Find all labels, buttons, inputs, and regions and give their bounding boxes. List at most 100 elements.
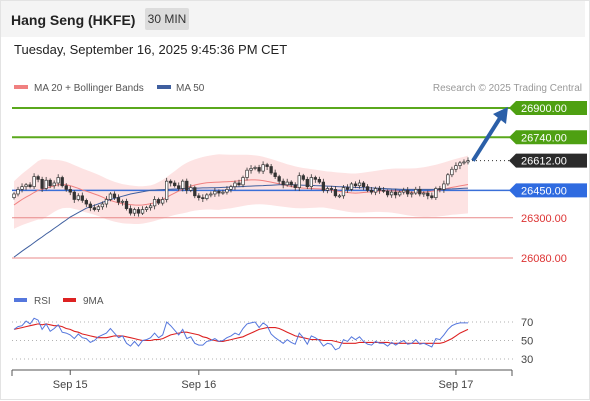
candle-body: [108, 193, 113, 200]
candle-body: [450, 168, 454, 176]
candle: [88, 201, 92, 212]
candle: [438, 185, 442, 193]
candle: [345, 184, 350, 193]
legend-label-9ma: 9MA: [83, 296, 104, 307]
candle-body: [257, 167, 261, 172]
candle-body: [64, 185, 68, 190]
candle: [361, 181, 366, 191]
level-label-support: 26080.00: [521, 253, 567, 265]
candle: [189, 184, 193, 193]
candle: [92, 204, 97, 212]
timeframe-button[interactable]: 30 MIN: [145, 8, 189, 30]
candle: [28, 182, 32, 189]
rsi-line: [13, 317, 468, 351]
x-axis-label: Sep 17: [439, 379, 474, 391]
candle: [205, 193, 209, 201]
timestamp: Tuesday, September 16, 2025 9:45:36 PM C…: [14, 42, 288, 57]
candle: [80, 192, 84, 203]
candle: [245, 167, 249, 181]
candle-body: [201, 197, 205, 199]
candle: [213, 187, 217, 197]
candle: [84, 198, 88, 207]
candle: [24, 183, 28, 191]
candle-body: [321, 181, 326, 191]
candle: [249, 165, 253, 174]
candle-body: [84, 200, 88, 205]
candle-body: [345, 187, 350, 190]
candle-body: [333, 189, 338, 197]
candle-body: [213, 190, 217, 195]
candle: [273, 169, 277, 179]
candle-body: [229, 186, 233, 190]
candle: [132, 207, 137, 217]
candle: [32, 173, 36, 190]
candle: [76, 193, 80, 202]
candle-body: [373, 188, 378, 193]
candle-body: [313, 177, 317, 180]
candle-body: [124, 200, 129, 209]
candle: [418, 186, 422, 197]
legend-label-rsi: RSI: [34, 296, 51, 307]
candle: [373, 186, 378, 196]
candle: [285, 178, 289, 187]
candle-body: [245, 169, 249, 178]
candle-body: [169, 180, 173, 184]
candle-body: [349, 183, 354, 190]
candle: [161, 196, 165, 206]
candle-body: [12, 193, 16, 198]
candle: [140, 206, 145, 216]
level-labels: 26900.00 26740.00 26612.00 26450.00 26300.00…: [509, 101, 587, 265]
candle-body: [430, 195, 434, 198]
candle: [269, 163, 273, 175]
level-label-pivot: 26450.00: [521, 185, 567, 197]
candle-body: [92, 207, 97, 210]
candle: [398, 190, 402, 197]
candle: [337, 193, 342, 199]
candle: [241, 175, 245, 188]
candle: [257, 164, 261, 174]
candle: [116, 194, 121, 206]
price-levels: [12, 107, 513, 259]
legend-swatch-ma20: [14, 85, 28, 89]
x-axis: Sep 15 Sep 16 Sep 17: [11, 369, 513, 391]
candle-body: [301, 175, 305, 180]
candle: [466, 157, 470, 165]
candle-body: [434, 188, 438, 198]
candle: [293, 182, 297, 191]
candle: [450, 166, 454, 178]
candle-body: [144, 207, 149, 210]
candle-body: [289, 181, 293, 186]
candle: [152, 196, 157, 210]
candle: [20, 183, 24, 193]
candles: [12, 157, 470, 217]
projection-arrow: [471, 107, 508, 162]
projection-arrow-shaft: [471, 116, 502, 162]
candle: [297, 172, 301, 192]
candle: [233, 180, 237, 191]
credit-text: Research © 2025 Trading Central: [433, 83, 582, 94]
candle-body: [390, 191, 394, 196]
candle-body: [161, 199, 165, 204]
price-legend: MA 20 + Bollinger Bands MA 50 Research ©…: [14, 83, 582, 94]
candle-body: [88, 203, 92, 209]
candle-body: [112, 193, 117, 198]
candle: [341, 185, 346, 199]
candle-body: [281, 180, 285, 186]
candle: [177, 182, 181, 191]
rsi-tick-label: 30: [521, 354, 533, 366]
x-axis-label: Sep 15: [53, 379, 88, 391]
candle: [225, 186, 229, 195]
candle: [217, 189, 221, 197]
candle-body: [454, 165, 458, 170]
candle-body: [32, 176, 36, 188]
candle-body: [253, 167, 257, 169]
candle: [148, 203, 153, 211]
candle-body: [225, 189, 229, 193]
candle-body: [269, 166, 273, 174]
candle-body: [329, 188, 334, 190]
candle-body: [136, 209, 141, 214]
header-bar: Hang Seng (HKFE) 30 MIN: [1, 1, 585, 37]
candle: [237, 179, 241, 187]
level-tag-pivot: [509, 183, 587, 198]
